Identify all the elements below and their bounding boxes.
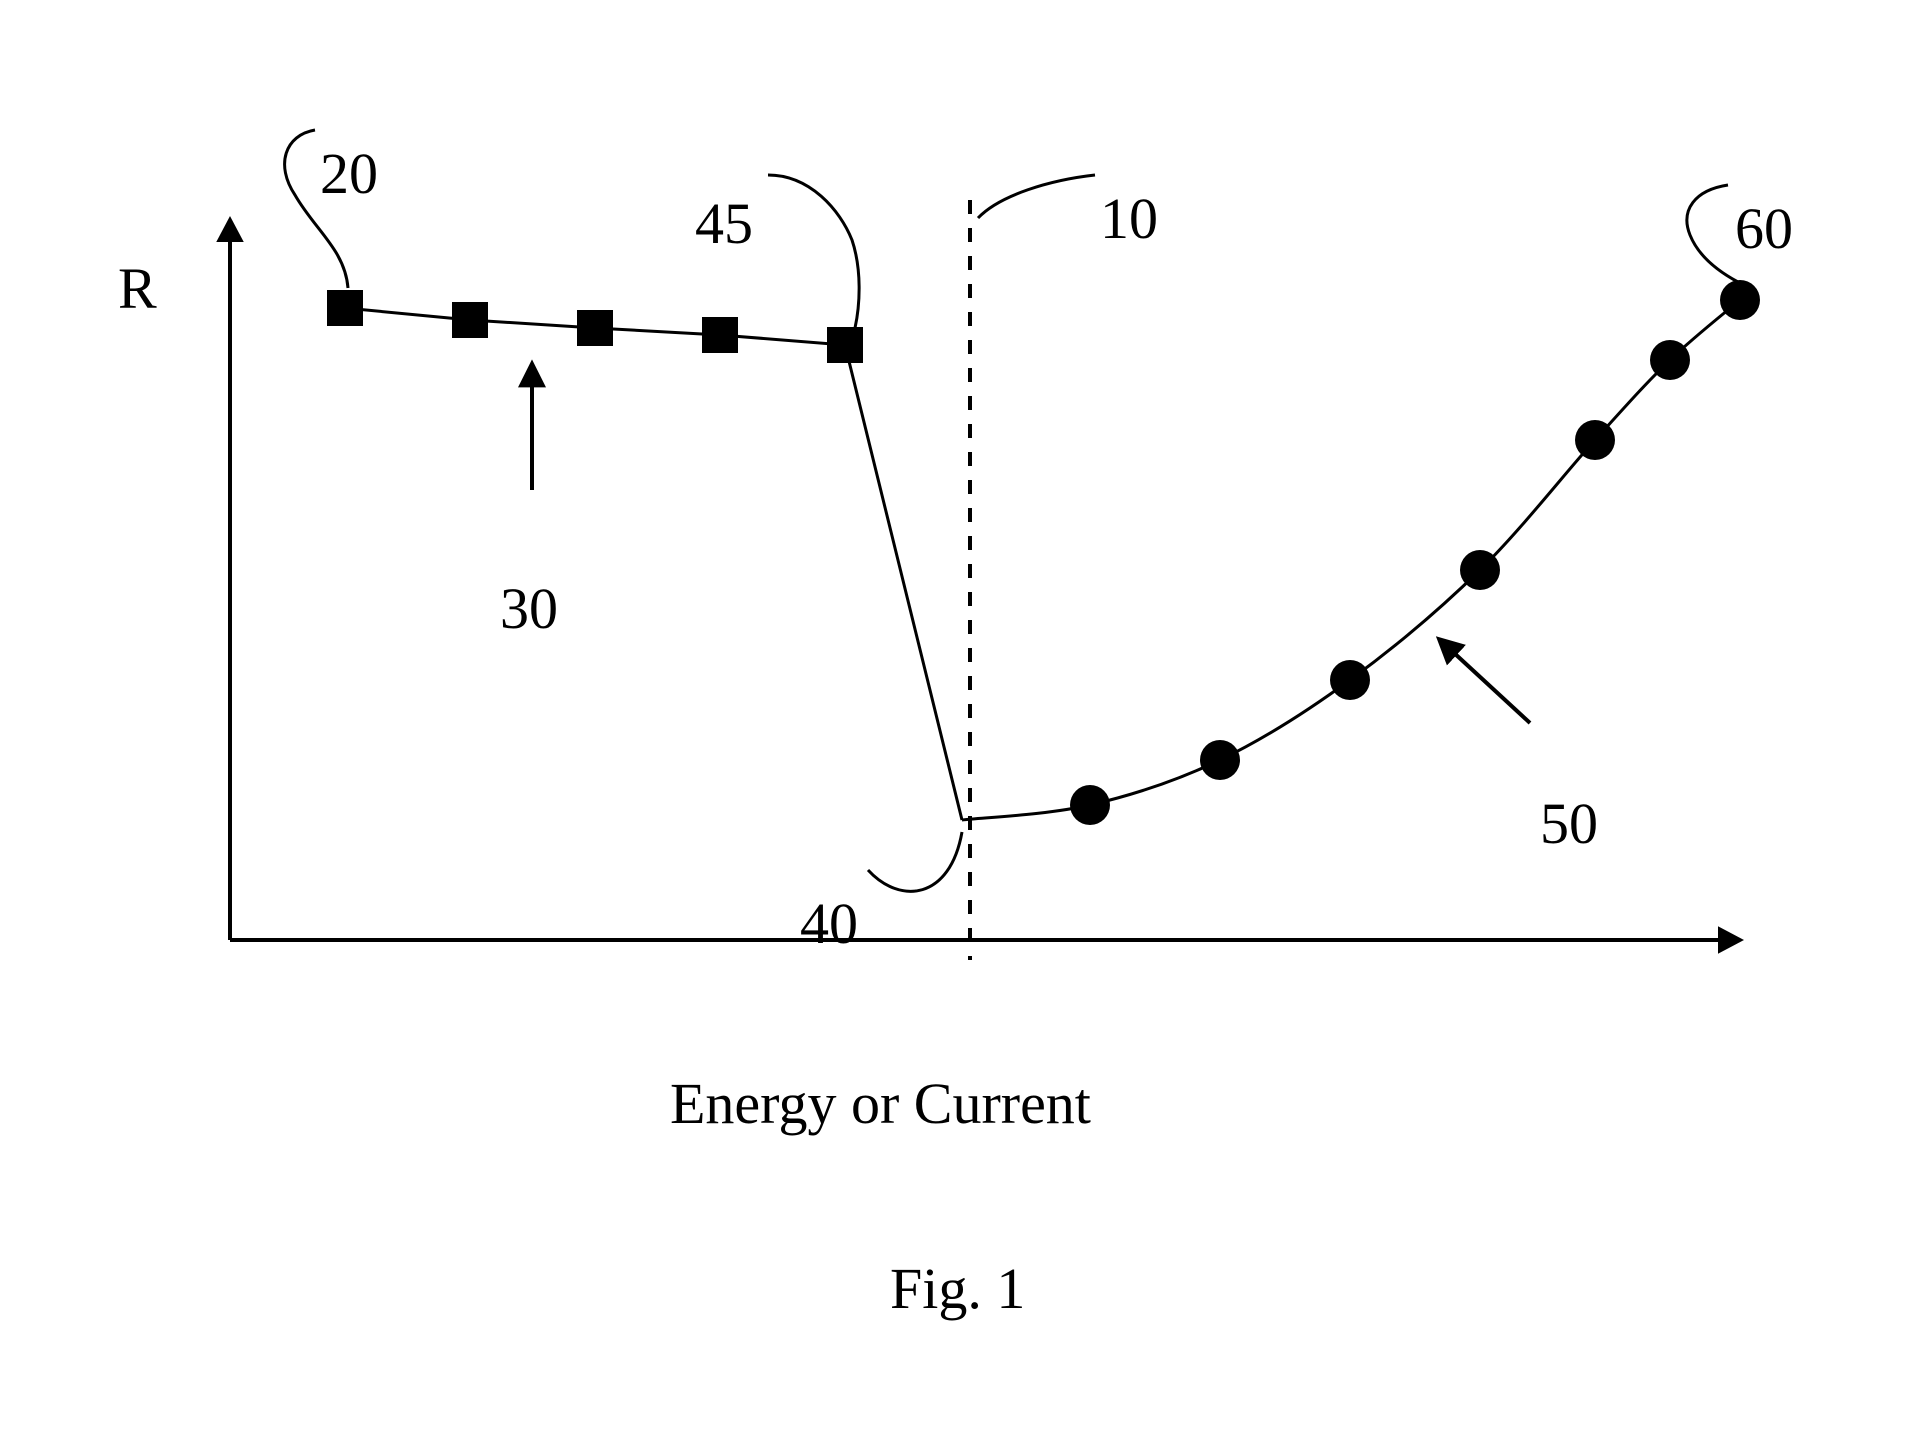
callout-50-label: 50 [1540, 790, 1598, 857]
figure-1-svg [100, 60, 1815, 1160]
callout-60-label: 60 [1735, 195, 1793, 262]
callout-10-label: 10 [1100, 185, 1158, 252]
callout-30-label: 30 [500, 575, 558, 642]
y-axis-label: R [118, 255, 157, 322]
callout-20-label: 20 [320, 140, 378, 207]
x-axis-label: Energy or Current [670, 1070, 1091, 1137]
figure-1-container: R Energy or Current 10 20 30 40 45 50 60… [100, 60, 1815, 1260]
callout-45-label: 45 [695, 190, 753, 257]
figure-caption: Fig. 1 [890, 1255, 1025, 1322]
callout-40-label: 40 [800, 890, 858, 957]
